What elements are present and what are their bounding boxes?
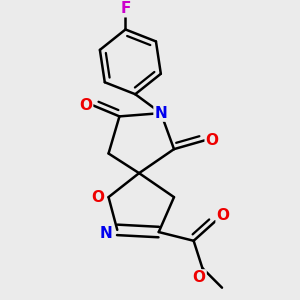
Text: O: O <box>79 98 92 113</box>
Text: O: O <box>91 190 104 205</box>
Text: O: O <box>193 270 206 285</box>
Text: O: O <box>217 208 230 223</box>
Text: O: O <box>206 133 219 148</box>
Text: F: F <box>120 1 131 16</box>
Text: N: N <box>100 226 113 241</box>
Text: N: N <box>154 106 167 121</box>
